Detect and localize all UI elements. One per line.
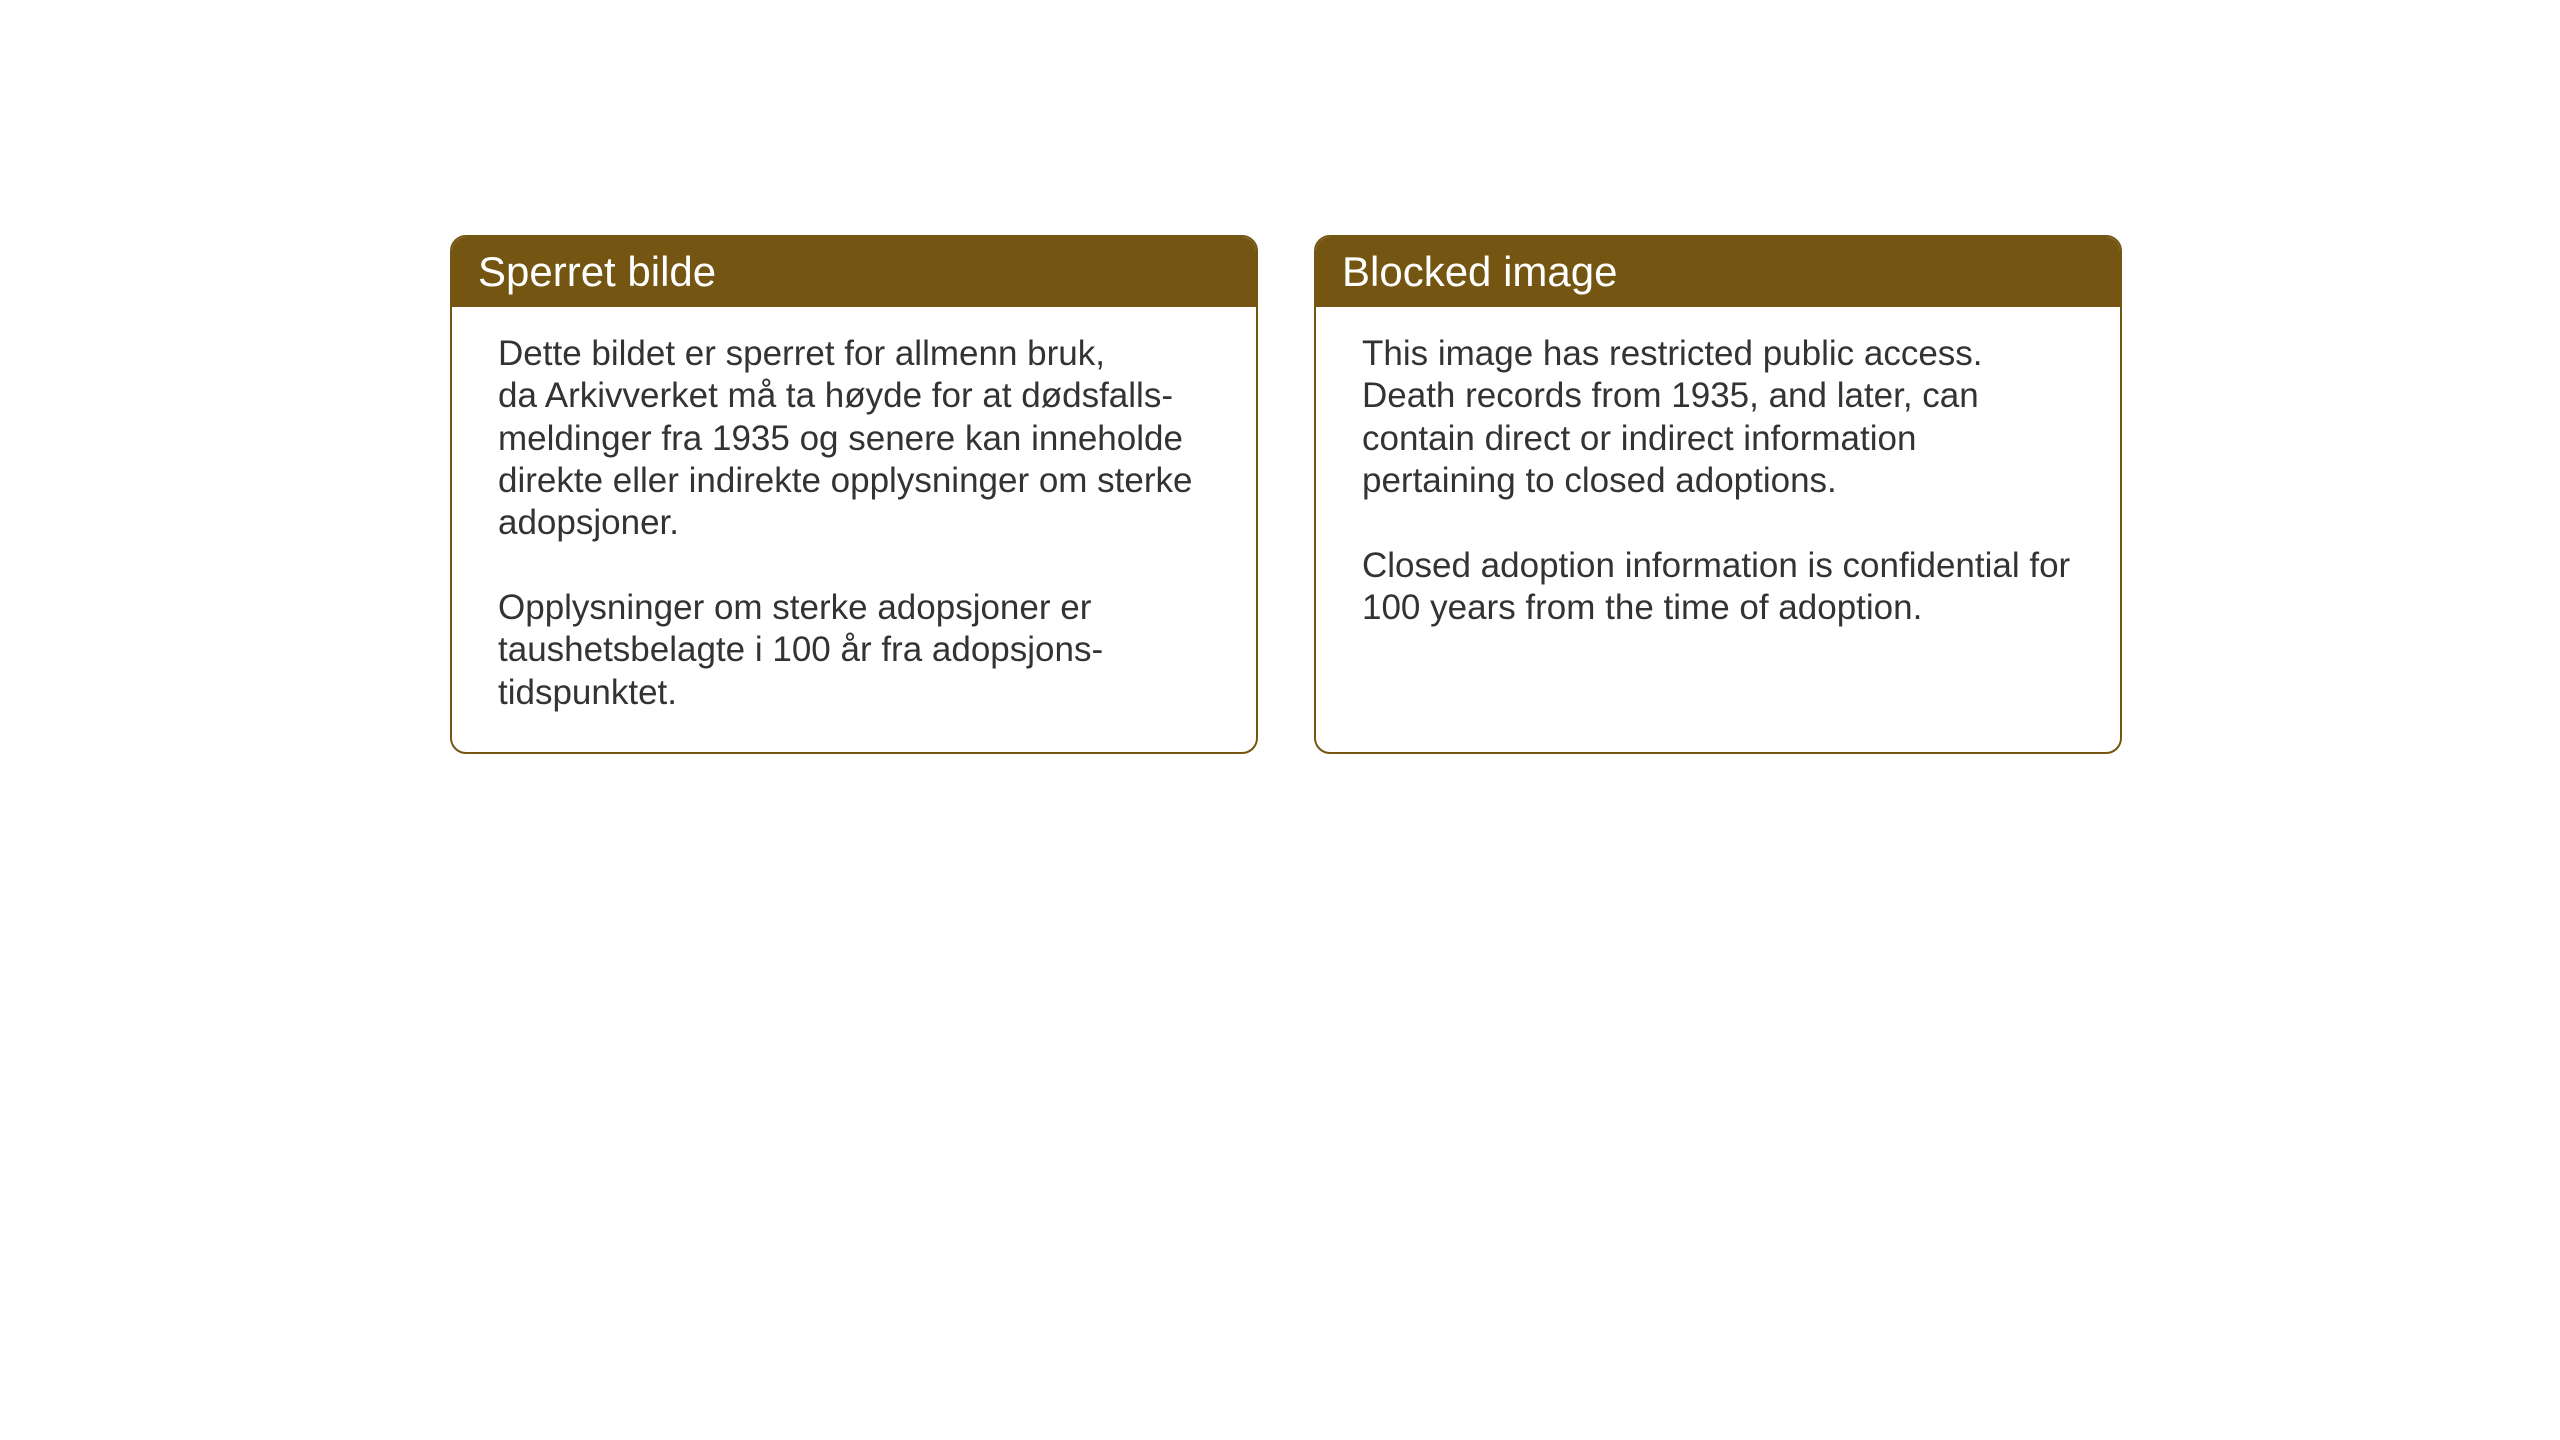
card-text: This image has restricted public access.… — [1362, 333, 2074, 629]
notice-card-english: Blocked image This image has restricted … — [1314, 235, 2122, 754]
card-body: This image has restricted public access.… — [1316, 307, 2120, 752]
card-title: Sperret bilde — [478, 248, 1230, 296]
notice-container: Sperret bilde Dette bildet er sperret fo… — [450, 235, 2122, 754]
card-header: Blocked image — [1316, 237, 2120, 307]
card-body: Dette bildet er sperret for allmenn bruk… — [452, 307, 1256, 752]
card-header: Sperret bilde — [452, 237, 1256, 307]
notice-card-norwegian: Sperret bilde Dette bildet er sperret fo… — [450, 235, 1258, 754]
card-text: Dette bildet er sperret for allmenn bruk… — [498, 333, 1210, 714]
card-title: Blocked image — [1342, 248, 2094, 296]
